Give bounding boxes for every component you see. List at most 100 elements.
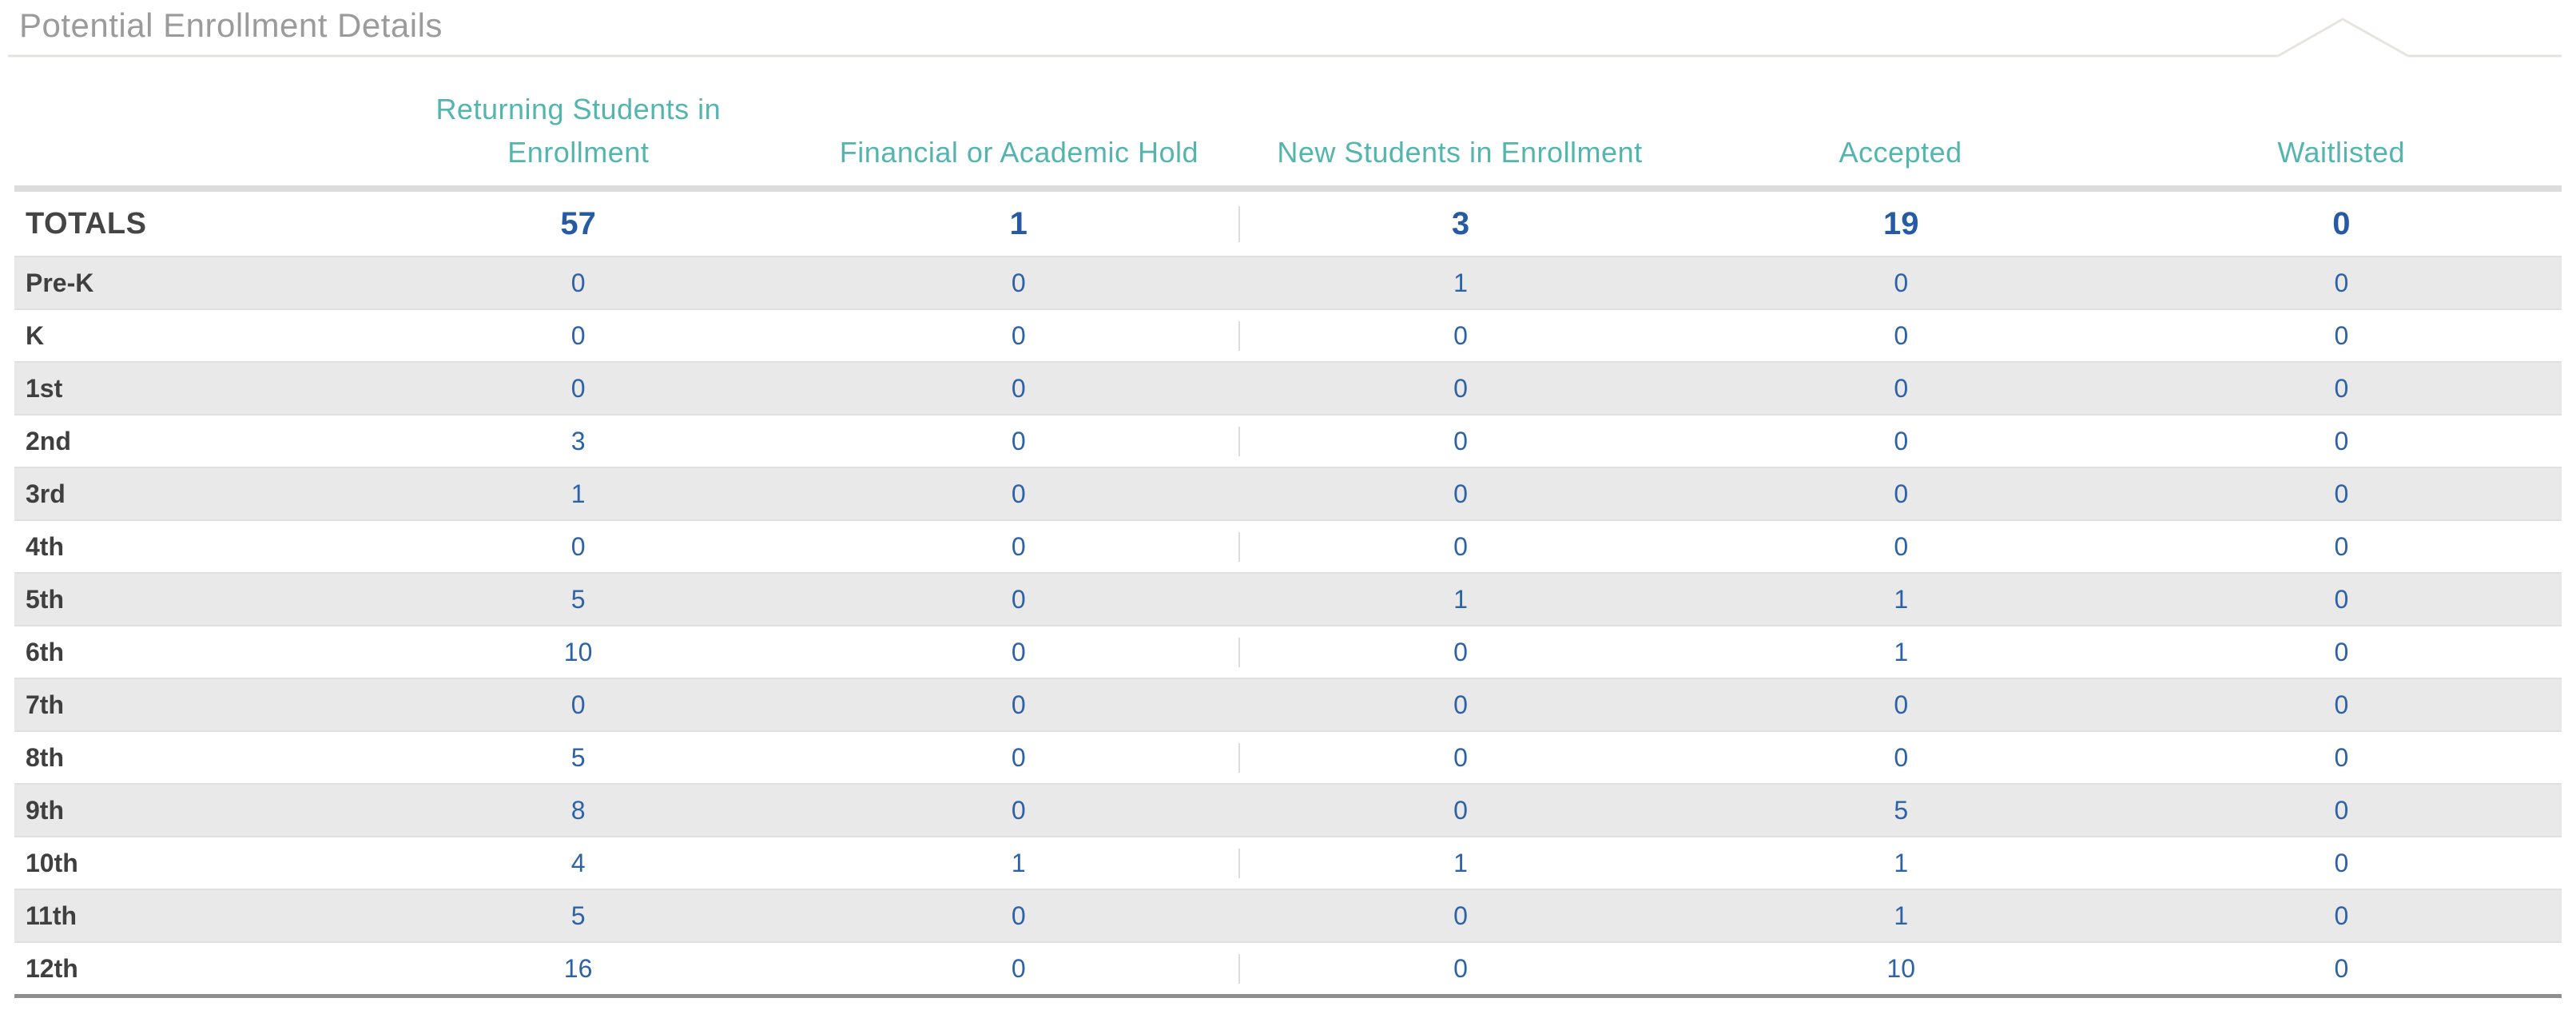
cell-value[interactable]: 0 [1011,953,1026,983]
table-row-1st: 1st 0 0 0 0 0 [14,361,2562,414]
cell-value[interactable]: 16 [563,953,593,983]
cell-value[interactable]: 5 [570,901,586,930]
table-row-6th: 6th 10 0 0 1 0 [14,625,2562,678]
cell-value[interactable]: 0 [2334,848,2349,877]
enrollment-details-table: Returning Students in Enrollment Financi… [14,56,2562,998]
cell-value[interactable]: 0 [1238,742,1680,773]
cell-value[interactable]: 0 [1894,373,1909,403]
totals-value[interactable]: 1 [1009,205,1028,241]
cell-value[interactable]: 0 [1894,268,1909,297]
cell-value[interactable]: 5 [570,584,586,614]
cell-value[interactable]: 0 [1238,953,1680,984]
cell-value[interactable]: 0 [1011,795,1026,825]
cell-value[interactable]: 0 [2334,584,2349,614]
totals-value[interactable]: 0 [2332,205,2351,241]
table-row-k: K 0 0 0 0 0 [14,308,2562,361]
cell-value[interactable]: 0 [1894,531,1909,561]
cell-value[interactable]: 0 [1011,426,1026,455]
table-row-8th: 8th 5 0 0 0 0 [14,730,2562,783]
page-title: Potential Enrollment Details [19,6,443,44]
column-header-returning-students: Returning Students in Enrollment [435,93,722,169]
cell-value[interactable]: 0 [1011,531,1026,561]
cell-value[interactable]: 0 [570,373,586,403]
row-label: 3rd [26,479,66,508]
table-row-pre-k: Pre-K 0 0 1 0 0 [14,256,2562,308]
cell-value[interactable]: 0 [1011,901,1026,930]
row-label: 10th [26,848,78,877]
cell-value[interactable]: 0 [1894,320,1909,350]
cell-value[interactable]: 0 [1238,531,1680,562]
cell-value[interactable]: 1 [1238,848,1680,878]
cell-value[interactable]: 0 [570,268,586,297]
cell-value[interactable]: 0 [2334,479,2349,508]
cell-value[interactable]: 0 [1238,637,1680,667]
cell-value[interactable]: 0 [1453,795,1468,825]
cell-value[interactable]: 0 [1011,742,1026,772]
cell-value[interactable]: 0 [2334,531,2349,561]
cell-value[interactable]: 0 [1894,690,1909,719]
table-row-11th: 11th 5 0 0 1 0 [14,889,2562,941]
totals-value[interactable]: 19 [1882,205,1919,241]
totals-value[interactable]: 57 [560,205,596,241]
cell-value[interactable]: 0 [1894,742,1909,772]
cell-value[interactable]: 0 [1453,901,1468,930]
cell-value[interactable]: 0 [1453,690,1468,719]
cell-value[interactable]: 8 [570,795,586,825]
cell-value[interactable]: 0 [1011,637,1026,666]
cell-value[interactable]: 0 [1894,479,1909,508]
cell-value[interactable]: 0 [2334,690,2349,719]
cell-value[interactable]: 1 [1011,848,1026,877]
cell-value[interactable]: 0 [1011,373,1026,403]
cell-value[interactable]: 0 [2334,637,2349,666]
cell-value[interactable]: 0 [2334,373,2349,403]
row-label: 7th [26,690,64,719]
cell-value[interactable]: 1 [1453,268,1468,297]
cell-value[interactable]: 10 [1886,953,1915,983]
row-label: 4th [26,531,64,561]
cell-value[interactable]: 5 [1894,795,1909,825]
cell-value[interactable]: 4 [570,848,586,877]
cell-value[interactable]: 0 [1011,320,1026,350]
cell-value[interactable]: 1 [1894,901,1909,930]
cell-value[interactable]: 1 [1894,637,1909,666]
cell-value[interactable]: 0 [570,690,586,719]
cell-value[interactable]: 0 [1011,690,1026,719]
cell-value[interactable]: 0 [570,531,586,561]
cell-value[interactable]: 10 [563,637,593,666]
cell-value[interactable]: 0 [1238,426,1680,456]
row-label: 11th [26,901,78,930]
column-header-waitlisted: Waitlisted [2277,136,2406,169]
cell-value[interactable]: 0 [2334,268,2349,297]
cell-value[interactable]: 0 [1011,584,1026,614]
table-row-3rd: 3rd 1 0 0 0 0 [14,467,2562,519]
table-row-4th: 4th 0 0 0 0 0 [14,519,2562,572]
cell-value[interactable]: 3 [570,426,586,455]
cell-value[interactable]: 1 [1894,848,1909,877]
row-label: K [26,320,45,350]
cell-value[interactable]: 0 [1011,479,1026,508]
table-row-12th: 12th 16 0 0 10 0 [14,941,2562,994]
cell-value[interactable]: 0 [1011,268,1026,297]
cell-value[interactable]: 0 [1453,479,1468,508]
cell-value[interactable]: 0 [1894,426,1909,455]
cell-value[interactable]: 5 [570,742,586,772]
cell-value[interactable]: 0 [2334,426,2349,455]
cell-value[interactable]: 0 [570,320,586,350]
row-label: Pre-K [26,268,94,297]
cell-value[interactable]: 0 [1238,320,1680,351]
cell-value[interactable]: 0 [2334,320,2349,350]
cell-value[interactable]: 1 [1453,584,1468,614]
table-row-2nd: 2nd 3 0 0 0 0 [14,414,2562,467]
table-row-10th: 10th 4 1 1 1 0 [14,836,2562,889]
totals-value[interactable]: 3 [1238,205,1680,242]
column-header-new-students: New Students in Enrollment [1277,136,1643,169]
cell-value[interactable]: 0 [2334,953,2349,983]
row-label: 1st [26,373,63,403]
cell-value[interactable]: 0 [2334,742,2349,772]
cell-value[interactable]: 0 [1453,373,1468,403]
cell-value[interactable]: 1 [1894,584,1909,614]
cell-value[interactable]: 0 [2334,795,2349,825]
row-label: 8th [26,742,64,772]
cell-value[interactable]: 0 [2334,901,2349,930]
cell-value[interactable]: 1 [570,479,586,508]
